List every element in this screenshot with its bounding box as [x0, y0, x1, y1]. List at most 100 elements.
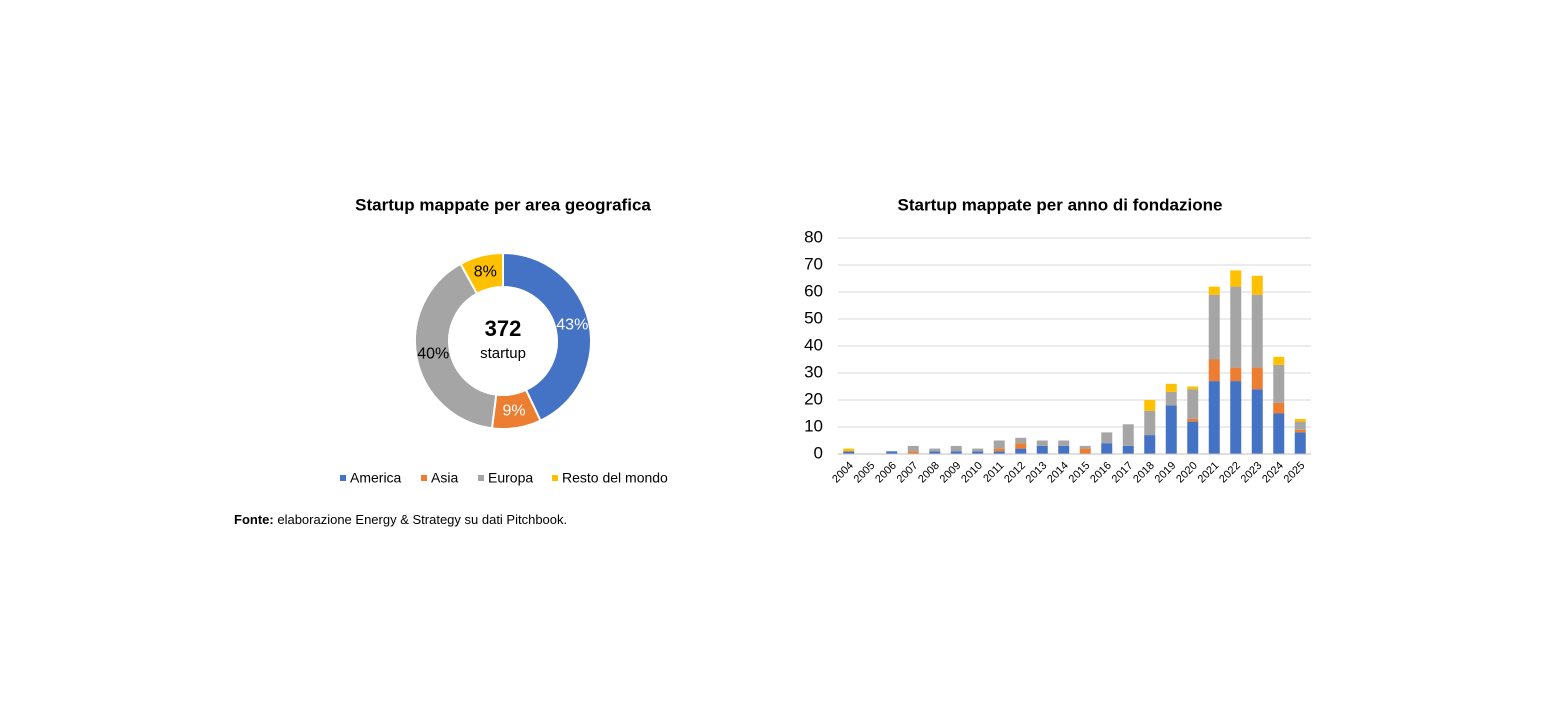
- y-tick-label: 40: [804, 335, 823, 354]
- bar-segment: [1015, 443, 1027, 449]
- data-label: 40%: [417, 346, 449, 363]
- x-tick-label: 2006: [873, 460, 899, 486]
- chart-title: Startup mappate per anno di fondazione: [898, 195, 1223, 214]
- bar-segment: [1230, 286, 1242, 368]
- y-tick-label: 70: [804, 254, 823, 273]
- source-text: elaborazione Energy & Strategy su dati P…: [277, 512, 567, 527]
- bar-segment: [1273, 402, 1285, 414]
- bar-segment: [1079, 445, 1091, 449]
- source-label: Fonte:: [234, 512, 274, 527]
- x-tick-label: 2024: [1260, 460, 1286, 486]
- bar-segment: [1144, 400, 1156, 411]
- legend-swatch: [552, 475, 558, 481]
- x-tick-label: 2004: [830, 460, 856, 486]
- bar-segment: [1036, 445, 1048, 454]
- bar-segment: [929, 448, 941, 452]
- bar-segment: [1208, 359, 1220, 382]
- x-tick-label: 2023: [1239, 460, 1265, 486]
- x-tick-label: 2012: [1002, 460, 1028, 486]
- bar-segment: [1122, 445, 1134, 454]
- bar-segment: [1058, 440, 1070, 446]
- legend-swatch: [340, 475, 346, 481]
- bar-segment: [843, 448, 855, 452]
- bar-segment: [1208, 294, 1220, 360]
- bar-segment: [972, 448, 984, 452]
- bar-segment: [1294, 421, 1306, 430]
- x-tick-label: 2014: [1045, 460, 1071, 486]
- x-tick-label: 2010: [959, 460, 985, 486]
- x-tick-label: 2017: [1110, 460, 1136, 486]
- bar-segment: [1187, 386, 1199, 390]
- bar-segment: [1294, 418, 1306, 422]
- legend-label: Resto del mondo: [562, 470, 668, 486]
- data-label: 8%: [474, 263, 497, 280]
- x-tick-label: 2008: [916, 460, 942, 486]
- y-tick-label: 0: [814, 443, 823, 462]
- bar-segment: [1165, 405, 1177, 454]
- x-tick-label: 2011: [981, 460, 1006, 485]
- bar-segment: [1208, 381, 1220, 454]
- chart-title: Startup mappate per area geografica: [355, 195, 651, 214]
- x-tick-label: 2009: [938, 460, 964, 486]
- bar-segment: [843, 451, 855, 454]
- bar-segment: [1208, 286, 1220, 295]
- legend-label: America: [350, 470, 402, 486]
- bar-segment: [950, 445, 962, 452]
- y-tick-label: 20: [804, 389, 823, 408]
- bar-segment: [950, 451, 962, 454]
- bar-segment: [1251, 389, 1263, 454]
- bar-segment: [1058, 445, 1070, 454]
- bar-segment: [993, 440, 1005, 449]
- bar-segment: [1294, 432, 1306, 454]
- bar-segment: [1144, 435, 1156, 454]
- bar-segment: [1144, 410, 1156, 436]
- bar-segment: [1165, 391, 1177, 406]
- x-tick-label: 2018: [1131, 460, 1157, 486]
- x-tick-label: 2007: [895, 460, 921, 486]
- y-tick-label: 30: [804, 362, 823, 381]
- bar-segment: [1187, 418, 1199, 422]
- bar-segment: [907, 451, 919, 454]
- bar-segment: [1122, 424, 1134, 446]
- x-tick-label: 2005: [852, 460, 878, 486]
- bar-segment: [1273, 413, 1285, 454]
- x-tick-label: 2013: [1024, 460, 1050, 486]
- y-tick-label: 10: [804, 416, 823, 435]
- x-tick-label: 2025: [1282, 460, 1308, 486]
- bar-segment: [1036, 440, 1048, 446]
- y-tick-label: 80: [804, 227, 823, 246]
- bar-segment: [1101, 432, 1113, 444]
- bar-segment: [1230, 367, 1242, 382]
- source: Fonte: elaborazione Energy & Strategy su…: [234, 512, 567, 527]
- legend-label: Asia: [431, 470, 458, 486]
- bar-segment: [1079, 448, 1091, 454]
- bar-segment: [1230, 381, 1242, 454]
- legend-swatch: [421, 475, 427, 481]
- bar-segment: [1251, 367, 1263, 390]
- total-value: 372: [485, 316, 522, 341]
- donut-slice: [459, 251, 504, 296]
- x-tick-label: 2020: [1174, 460, 1200, 486]
- bar-segment: [1251, 294, 1263, 368]
- bar-segment: [929, 451, 941, 454]
- bar-segment: [1187, 389, 1199, 419]
- bar-segment: [993, 451, 1005, 454]
- x-tick-label: 2022: [1217, 460, 1243, 486]
- y-tick-label: 60: [804, 281, 823, 300]
- bar-segment: [907, 445, 919, 452]
- bar-segment: [886, 451, 898, 454]
- x-tick-label: 2016: [1088, 460, 1114, 486]
- bar-segment: [1251, 275, 1263, 295]
- data-label: 9%: [503, 402, 526, 419]
- x-tick-label: 2019: [1153, 460, 1179, 486]
- bar-segment: [1187, 421, 1199, 454]
- bar-segment: [1101, 443, 1113, 454]
- bar-segment: [1165, 383, 1177, 392]
- bar-segment: [1273, 364, 1285, 403]
- y-tick-label: 50: [804, 308, 823, 327]
- bar-segment: [1294, 429, 1306, 433]
- bar-segment: [972, 451, 984, 454]
- bar-segment: [1015, 437, 1027, 444]
- bar-segment: [1015, 448, 1027, 454]
